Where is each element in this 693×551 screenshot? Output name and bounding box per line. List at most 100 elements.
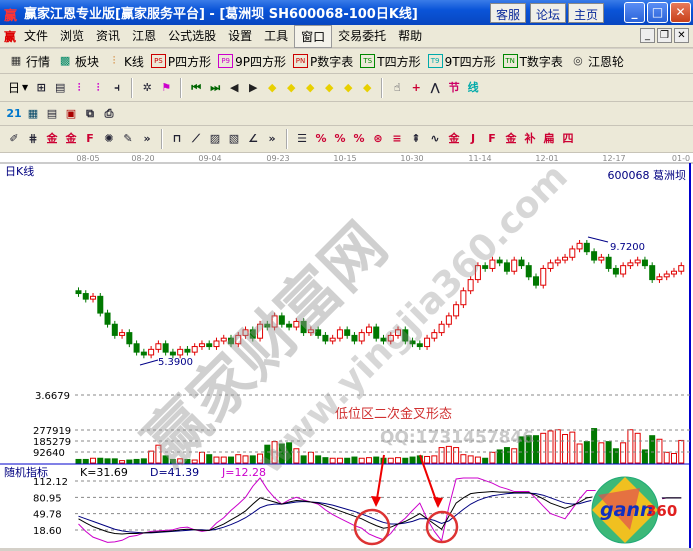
minimize-button[interactable]: _ <box>624 2 645 23</box>
diamond-v-icon[interactable]: ◆ <box>362 80 372 94</box>
report-icon[interactable]: ▤ <box>46 106 58 120</box>
date-tick: 10-30 <box>400 154 423 163</box>
toolbar-button-0[interactable]: ▦ 行情 <box>6 53 52 70</box>
draw-icon[interactable]: ⋀ <box>430 80 440 94</box>
candle <box>373 323 380 342</box>
crosshair-icon[interactable]: + <box>411 80 421 94</box>
chart-area[interactable]: 08-05 08-20 09-04 09-23 10-15 10-30 11-14 12-01… <box>0 153 693 548</box>
toolbar-button-9[interactable]: ◎ 江恩轮 <box>568 53 626 70</box>
hatched-icon[interactable]: ▧ <box>228 132 240 145</box>
line-icon[interactable]: 线 <box>467 80 479 94</box>
toolbar-button-8[interactable]: TN T数字表 <box>501 53 565 70</box>
percent-line-icon[interactable]: % <box>315 132 327 145</box>
chart3-icon[interactable]: ⫶ <box>77 80 81 94</box>
volume-bar <box>329 457 336 464</box>
j-icon[interactable]: J <box>470 132 476 145</box>
period-select[interactable]: 日 ▼ <box>6 79 30 96</box>
menu-item-0[interactable]: 文件 <box>24 28 49 43</box>
gold-lines-icon[interactable]: ≡ <box>392 132 402 145</box>
toolbar-button-3[interactable]: PS P四方形 <box>149 53 213 70</box>
candle <box>271 312 278 331</box>
gold-circle-icon[interactable]: ⊛ <box>373 132 383 145</box>
menu-item-9[interactable]: 帮助 <box>398 28 423 43</box>
diamond-x-icon[interactable]: ◆ <box>324 80 334 94</box>
kline-chart[interactable]: 08-05 08-20 09-04 09-23 10-15 10-30 11-14 12-01… <box>0 153 693 548</box>
menu-item-4[interactable]: 公式选股 <box>168 28 217 43</box>
volume-bar <box>496 449 503 464</box>
menu-item-7[interactable]: 窗口 <box>294 24 333 48</box>
angle-icon[interactable]: ∠ <box>248 132 258 145</box>
chart9-icon[interactable]: ⫶ <box>96 80 100 94</box>
toolbar-button-6[interactable]: TS T四方形 <box>358 53 422 70</box>
pen-icon[interactable]: ✐ <box>9 132 19 145</box>
mdi-minimize-button[interactable]: _ <box>640 28 655 43</box>
first-icon[interactable]: ⏮ <box>191 80 202 94</box>
gold-eq-icon[interactable]: 金 <box>448 132 460 145</box>
fan-lines-icon[interactable]: ⟋ <box>192 132 200 145</box>
box-icon[interactable]: ⊓ <box>172 132 182 145</box>
maximize-button[interactable]: □ <box>647 2 668 23</box>
grid-icon[interactable]: ⋕ <box>28 132 38 145</box>
volume-bar <box>387 457 394 464</box>
gold-icon[interactable]: 金 <box>46 132 58 145</box>
gold-lines2-icon[interactable]: 金 <box>505 132 517 145</box>
toolbar-button-1[interactable]: ▩ 板块 <box>55 53 101 70</box>
f-lines-icon[interactable]: F <box>488 132 496 145</box>
menu-item-8[interactable]: 交易委托 <box>338 28 387 43</box>
last-icon[interactable]: ⏭ <box>210 80 221 94</box>
left-icon[interactable]: ◀ <box>229 80 239 94</box>
menu-item-5[interactable]: 设置 <box>228 28 253 43</box>
toolbar-button-5[interactable]: PN P数字表 <box>291 53 355 70</box>
notes-icon[interactable]: ▤ <box>54 80 66 94</box>
volume-bar <box>140 458 147 464</box>
toolbar-button-7[interactable]: T9 9T四方形 <box>426 53 498 70</box>
candle-type-icon[interactable]: ⫞ <box>114 80 120 94</box>
close-button[interactable]: ✕ <box>670 2 691 23</box>
menu-item-1[interactable]: 浏览 <box>60 28 85 43</box>
four-lines-icon[interactable]: 四 <box>562 132 574 145</box>
calculator-icon[interactable]: ▦ <box>27 106 39 120</box>
hand-icon[interactable]: ☝ <box>393 80 401 94</box>
spiral-icon[interactable]: ✺ <box>104 132 114 145</box>
mdi-restore-button[interactable]: ❐ <box>657 28 672 43</box>
toolbar-button-2[interactable]: ⫶ K线 <box>104 53 146 70</box>
diamond-star-icon[interactable]: ◆ <box>343 80 353 94</box>
window-icon[interactable]: ⊞ <box>36 80 46 94</box>
f-icon[interactable]: F <box>86 132 94 145</box>
menu-item-2[interactable]: 资讯 <box>96 28 121 43</box>
print-icon[interactable]: ⎙ <box>104 106 114 120</box>
cross-lines-icon[interactable]: 补 <box>524 132 536 145</box>
percent-icon[interactable]: % <box>334 132 346 145</box>
fan-icon[interactable]: ✲ <box>142 80 152 94</box>
square-icon[interactable]: ▨ <box>209 132 221 145</box>
right-icon[interactable]: ▶ <box>248 80 258 94</box>
homepage-button[interactable]: 主页 <box>568 3 605 23</box>
toolbar-button-4[interactable]: P9 9P四方形 <box>216 53 288 70</box>
menu-item-3[interactable]: 江恩 <box>132 28 157 43</box>
service-button[interactable]: 客服 <box>490 3 527 23</box>
diamond-right-icon[interactable]: ◆ <box>286 80 296 94</box>
percent-eq-icon[interactable]: % <box>353 132 365 145</box>
diamond-h-icon[interactable]: ◆ <box>305 80 315 94</box>
network-icon[interactable]: ⧉ <box>86 106 94 120</box>
period-label: 日 <box>8 81 21 95</box>
more-icon[interactable]: » <box>143 132 151 145</box>
forum-button[interactable]: 论坛 <box>530 3 567 23</box>
save-icon[interactable]: ▣ <box>65 106 77 120</box>
ladder-icon[interactable]: ☰ <box>297 132 307 145</box>
eraser-icon[interactable]: ✎ <box>123 132 133 145</box>
section-icon[interactable]: 节 <box>448 80 460 94</box>
menu-item-6[interactable]: 工具 <box>264 28 289 43</box>
wave-icon[interactable]: ∿ <box>430 132 440 145</box>
more2-icon[interactable]: » <box>268 132 276 145</box>
diamond-left-icon[interactable]: ◆ <box>267 80 277 94</box>
candle <box>620 262 627 278</box>
ts-icon: TS <box>360 54 376 68</box>
ratio-icon[interactable]: 扁 <box>543 132 555 145</box>
candle <box>424 334 431 350</box>
arrow-bar-icon[interactable]: ⇞ <box>411 132 421 145</box>
mdi-close-button[interactable]: ✕ <box>674 28 689 43</box>
calendar-icon[interactable]: 21 <box>6 106 22 120</box>
gold2-icon[interactable]: 金 <box>65 132 77 145</box>
flag-icon[interactable]: ⚑ <box>161 80 172 94</box>
